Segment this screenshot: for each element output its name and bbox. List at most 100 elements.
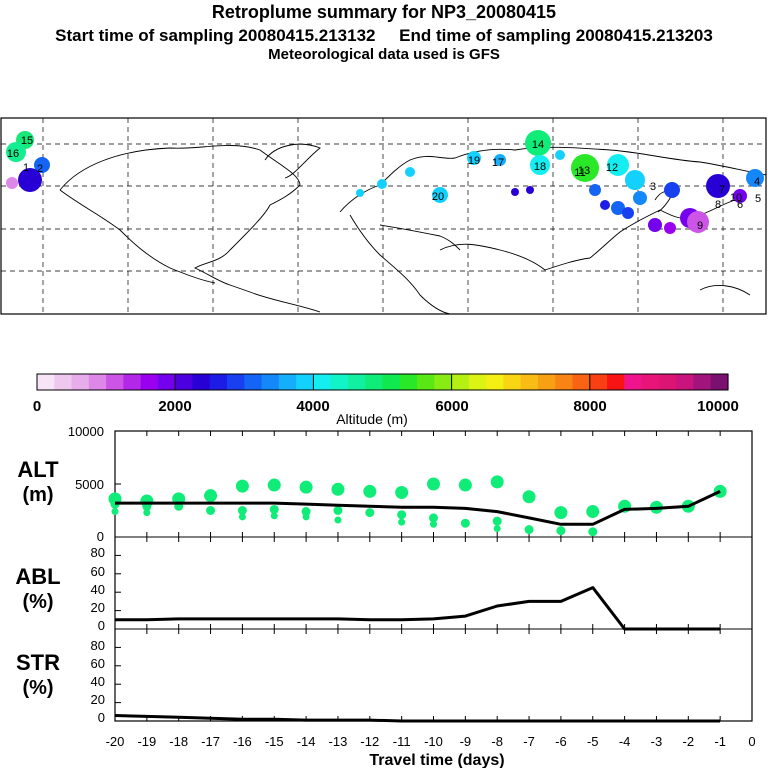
alt-marker-point: [301, 507, 311, 517]
colorbar-cell: [175, 374, 194, 390]
plume-circle: [6, 142, 26, 162]
alt-marker-point: [556, 526, 566, 536]
plume-circle: [687, 211, 709, 233]
plume-circle: [405, 167, 415, 177]
alt-marker-point: [206, 506, 216, 515]
str-y-tick: 40: [91, 674, 105, 689]
alt-marker-point: [430, 520, 437, 528]
plume-circle: [625, 170, 645, 190]
x-tick-label: -8: [491, 734, 503, 749]
alt-panel-label: ALT: [17, 457, 59, 482]
retroplume-map: [0, 117, 767, 315]
x-tick-label: -13: [329, 734, 348, 749]
plume-circle: [571, 154, 599, 182]
plume-circle: [733, 189, 747, 203]
colorbar-cell: [330, 374, 349, 390]
alt-panel-unit: (m): [22, 484, 53, 506]
x-tick-label: 0: [748, 734, 755, 749]
plume-circle: [589, 184, 601, 196]
colorbar-cell: [607, 374, 625, 390]
plume-circle: [494, 154, 506, 166]
colorbar-cell: [157, 374, 176, 390]
plume-label: 17: [492, 157, 504, 169]
colorbar-label: Altitude (m): [336, 411, 408, 427]
alt-marker-point: [713, 484, 727, 498]
plume-circle: [664, 222, 676, 234]
colorbar-cell: [658, 374, 677, 390]
abl-panel-label: ABL: [15, 564, 60, 589]
x-tick-label: -10: [424, 734, 443, 749]
plume-circle: [525, 130, 551, 156]
colorbar-cell: [123, 374, 142, 390]
colorbar-cell: [296, 374, 314, 390]
plume-circle: [511, 188, 519, 196]
alt-marker-point: [143, 509, 151, 517]
colorbar-cell: [313, 374, 332, 390]
alt-marker-point: [398, 518, 406, 526]
alt-marker-point: [493, 525, 501, 533]
plume-label: 6: [737, 199, 743, 211]
plume-circle: [356, 189, 364, 197]
alt-series-line: [115, 490, 721, 526]
plume-circle: [746, 169, 764, 187]
colorbar-cell: [399, 374, 418, 390]
plume-circle: [633, 191, 647, 205]
colorbar-cell: [261, 374, 280, 390]
alt-marker-point: [490, 475, 504, 489]
alt-marker-point: [365, 508, 375, 518]
x-tick-label: -12: [360, 734, 379, 749]
alt-marker-point: [269, 504, 279, 514]
plot-title: Retroplume summary for NP3_20080415: [211, 2, 557, 22]
colorbar-cell: [192, 374, 211, 390]
start-time-text: Start time of sampling 20080415.213132: [55, 26, 376, 45]
colorbar-cell: [572, 374, 591, 390]
alt-marker-point: [588, 527, 598, 537]
alt-marker-point: [235, 479, 249, 493]
plume-circle: [467, 151, 481, 165]
abl-y-tick: 40: [91, 582, 105, 597]
alt-marker-point: [429, 513, 438, 523]
plume-label: 18: [534, 161, 546, 173]
colorbar-cell: [54, 374, 73, 390]
str-y-tick: 60: [91, 656, 105, 671]
alt-marker-point: [302, 513, 310, 521]
alt-marker-point: [238, 513, 246, 521]
plume-label: 16: [7, 148, 19, 160]
end-time-text: End time of sampling 20080415.213203: [399, 26, 713, 45]
alt-marker-point: [111, 508, 119, 516]
str-panel-label: STR: [16, 650, 60, 675]
colorbar-tick: 8000: [573, 398, 606, 415]
alt-marker-point: [363, 484, 377, 498]
x-tick-label: -6: [555, 734, 567, 749]
alt-marker-point: [395, 485, 409, 499]
x-tick-label: -1: [714, 734, 726, 749]
colorbar-cell: [676, 374, 695, 390]
alt-marker-point: [524, 525, 534, 535]
plume-circle: [622, 207, 634, 219]
colorbar-cell: [244, 374, 263, 390]
colorbar-cell: [641, 374, 660, 390]
colorbar-tick: 4000: [296, 398, 329, 415]
x-tick-label: -18: [169, 734, 188, 749]
alt-marker-point: [554, 506, 568, 520]
colorbar-cell: [106, 374, 124, 390]
plume-circle: [664, 182, 680, 198]
x-tick-label: -11: [393, 734, 411, 749]
colorbar-cell: [434, 374, 453, 390]
plume-circle: [600, 200, 610, 210]
plume-label: 7: [719, 184, 725, 196]
alt-y-tick: 5000: [75, 477, 104, 492]
alt-marker-point: [204, 489, 218, 503]
plume-label: 9: [697, 220, 703, 232]
colorbar-cell: [417, 374, 435, 390]
plume-label: 13: [578, 165, 590, 177]
colorbar-cell: [537, 374, 556, 390]
alt-marker-point: [492, 516, 502, 526]
alt-marker-point: [460, 518, 470, 528]
colorbar-cell: [140, 374, 159, 390]
colorbar-frame: [36, 373, 729, 391]
alt-y-tick: 10000: [68, 424, 104, 439]
abl-series-line: [115, 586, 721, 631]
alt-marker-point: [586, 505, 600, 519]
